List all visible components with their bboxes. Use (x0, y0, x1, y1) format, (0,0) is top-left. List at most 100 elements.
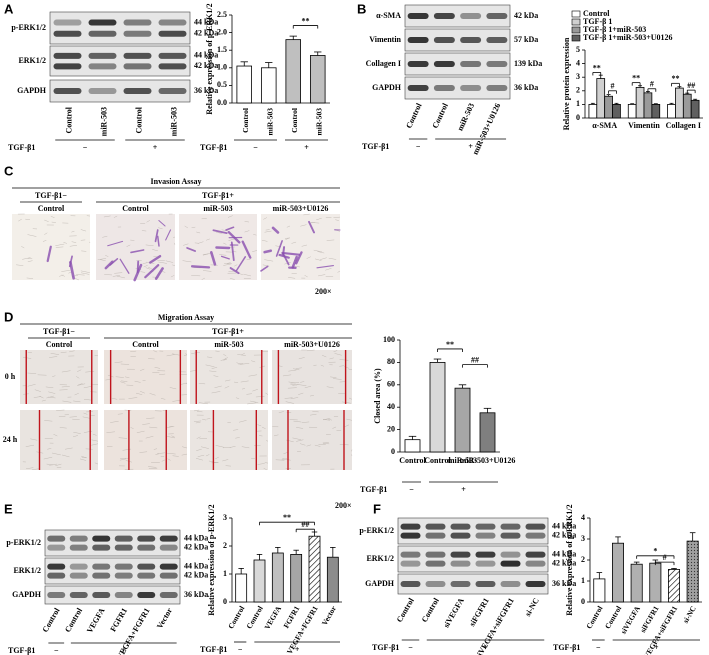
texture (208, 460, 214, 463)
blot-band (525, 523, 546, 530)
blot-band (475, 532, 496, 539)
assay-group: TGF-β1− (43, 327, 75, 336)
y-tick-label: 0 (223, 597, 227, 606)
blot-band (69, 544, 88, 551)
panel-label: A (4, 1, 14, 16)
texture (160, 398, 166, 400)
blot-band (486, 85, 508, 91)
blot-band (500, 581, 521, 587)
texture (104, 274, 113, 276)
texture (342, 401, 351, 404)
blot-band (123, 52, 152, 59)
x-tick-label: miR-503 (314, 108, 323, 136)
texture (50, 353, 60, 355)
texture (339, 359, 349, 361)
y-tick-label: 0 (391, 447, 395, 456)
blot-band (425, 523, 446, 530)
bar (326, 556, 339, 603)
texture (316, 217, 322, 221)
group-sign: + (121, 646, 126, 655)
y-tick-label: 2.5 (217, 10, 227, 19)
blot-band (425, 581, 446, 587)
lane-label: si-NC (523, 596, 541, 618)
assay-group: TGF-β1+ (202, 191, 234, 200)
texture (18, 219, 22, 222)
texture (72, 418, 80, 420)
texture (157, 452, 165, 454)
texture (273, 434, 279, 437)
texture (292, 437, 302, 440)
texture (265, 229, 270, 231)
bar (260, 67, 277, 104)
y-tick-label: 1 (223, 569, 227, 578)
texture (330, 376, 337, 378)
texture (296, 427, 304, 429)
y-axis-label: Relative protein expression (562, 37, 571, 130)
blot-band (400, 581, 421, 587)
texture (202, 270, 212, 272)
legend-swatch (571, 18, 581, 26)
texture (346, 418, 353, 421)
blot-strip (397, 573, 549, 595)
group-label: TGF-β1 (8, 646, 35, 655)
texture (134, 380, 141, 383)
texture (155, 453, 159, 455)
texture (76, 274, 85, 276)
x-tick-label: Control (399, 456, 426, 465)
kda-label: 44 kDa (184, 561, 208, 570)
blot-band (450, 560, 471, 567)
texture (44, 420, 53, 422)
texture (77, 369, 82, 372)
texture (261, 426, 266, 429)
texture (159, 373, 166, 375)
blot-band (425, 532, 446, 539)
lane-label: miR-503 (169, 107, 178, 136)
lane-label: siVEGFA (442, 596, 466, 629)
texture (199, 438, 208, 440)
blot-band (114, 563, 133, 570)
significance: * (653, 547, 657, 556)
texture (241, 388, 246, 390)
texture (229, 446, 236, 448)
blot-band (88, 63, 117, 70)
blot-band (114, 572, 133, 579)
cell (154, 267, 164, 280)
blot-strip (404, 76, 511, 100)
texture (158, 261, 167, 264)
texture (16, 264, 24, 266)
lane-label: VEGFA (85, 606, 107, 634)
blot-band (450, 581, 471, 587)
texture (207, 356, 213, 358)
texture (172, 353, 180, 356)
assay-column: Control (122, 204, 149, 213)
group-sign: − (54, 646, 59, 655)
texture (235, 397, 240, 399)
lane-label: miR-503+U0126 (471, 102, 503, 156)
texture (140, 271, 146, 273)
kda-label: 44 kDa (552, 521, 576, 530)
texture (233, 381, 239, 383)
blot-band (47, 572, 66, 579)
texture (196, 448, 202, 451)
texture (59, 427, 67, 429)
texture (143, 265, 148, 268)
blot-band (137, 592, 156, 598)
kda-label: 42 kDa (552, 531, 576, 540)
cell (260, 265, 269, 272)
blot-row-label: Collagen I (366, 59, 401, 68)
cell (308, 220, 315, 234)
blot-band (475, 560, 496, 567)
texture (304, 275, 308, 278)
legend-label: TGF-β 1+miR-503 (583, 25, 646, 34)
x-tick-label: miR-503 (265, 108, 274, 136)
texture (285, 401, 295, 404)
texture (291, 273, 297, 275)
cell (271, 226, 280, 234)
texture (257, 424, 262, 427)
texture (296, 439, 304, 442)
texture (153, 350, 158, 353)
blot-row-label: ERK1/2 (18, 56, 46, 65)
texture (74, 393, 79, 396)
blot-strip (44, 557, 181, 585)
group-label: TGF-β1 (200, 143, 227, 152)
